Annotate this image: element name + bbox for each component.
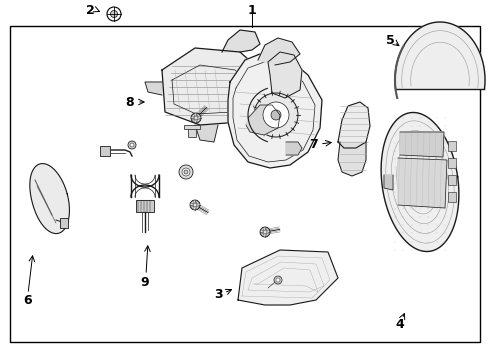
Circle shape bbox=[191, 113, 201, 123]
Text: 4: 4 bbox=[395, 318, 404, 330]
Polygon shape bbox=[246, 105, 280, 135]
Bar bbox=[60, 218, 68, 228]
Polygon shape bbox=[162, 48, 258, 125]
Bar bbox=[448, 192, 456, 202]
Circle shape bbox=[130, 143, 134, 147]
Circle shape bbox=[184, 170, 188, 174]
Circle shape bbox=[179, 165, 193, 179]
Polygon shape bbox=[400, 132, 444, 157]
Text: 5: 5 bbox=[386, 33, 394, 46]
Text: 8: 8 bbox=[126, 95, 134, 108]
Bar bbox=[448, 158, 456, 168]
Bar bbox=[10, 26, 480, 342]
Polygon shape bbox=[338, 142, 366, 176]
Bar bbox=[448, 141, 456, 151]
Polygon shape bbox=[195, 125, 218, 142]
Polygon shape bbox=[268, 52, 302, 98]
Text: 2: 2 bbox=[86, 4, 95, 17]
Bar bbox=[184, 125, 200, 129]
Circle shape bbox=[107, 7, 121, 21]
Polygon shape bbox=[222, 30, 260, 52]
Circle shape bbox=[128, 141, 136, 149]
Polygon shape bbox=[384, 175, 393, 190]
Circle shape bbox=[194, 116, 198, 120]
Circle shape bbox=[263, 230, 267, 234]
Circle shape bbox=[190, 200, 200, 210]
Circle shape bbox=[254, 93, 298, 137]
Polygon shape bbox=[398, 158, 447, 208]
Polygon shape bbox=[258, 38, 300, 65]
Text: 1: 1 bbox=[247, 4, 256, 17]
Circle shape bbox=[263, 102, 289, 128]
Polygon shape bbox=[238, 250, 338, 305]
Text: 6: 6 bbox=[24, 293, 32, 306]
Polygon shape bbox=[286, 142, 302, 155]
Circle shape bbox=[271, 110, 281, 120]
Bar bbox=[188, 127, 196, 137]
Bar bbox=[448, 175, 456, 185]
Circle shape bbox=[276, 278, 280, 282]
Polygon shape bbox=[381, 112, 459, 252]
Polygon shape bbox=[338, 102, 370, 148]
Polygon shape bbox=[145, 82, 162, 95]
Polygon shape bbox=[395, 22, 485, 89]
Polygon shape bbox=[228, 52, 322, 168]
Bar bbox=[136, 200, 154, 212]
Circle shape bbox=[111, 10, 118, 18]
Text: 9: 9 bbox=[141, 275, 149, 288]
Circle shape bbox=[182, 168, 190, 176]
Circle shape bbox=[274, 276, 282, 284]
Text: 7: 7 bbox=[309, 138, 318, 150]
Text: 3: 3 bbox=[214, 288, 222, 301]
Polygon shape bbox=[30, 163, 70, 234]
Circle shape bbox=[260, 227, 270, 237]
Circle shape bbox=[193, 203, 197, 207]
Bar bbox=[100, 146, 110, 156]
